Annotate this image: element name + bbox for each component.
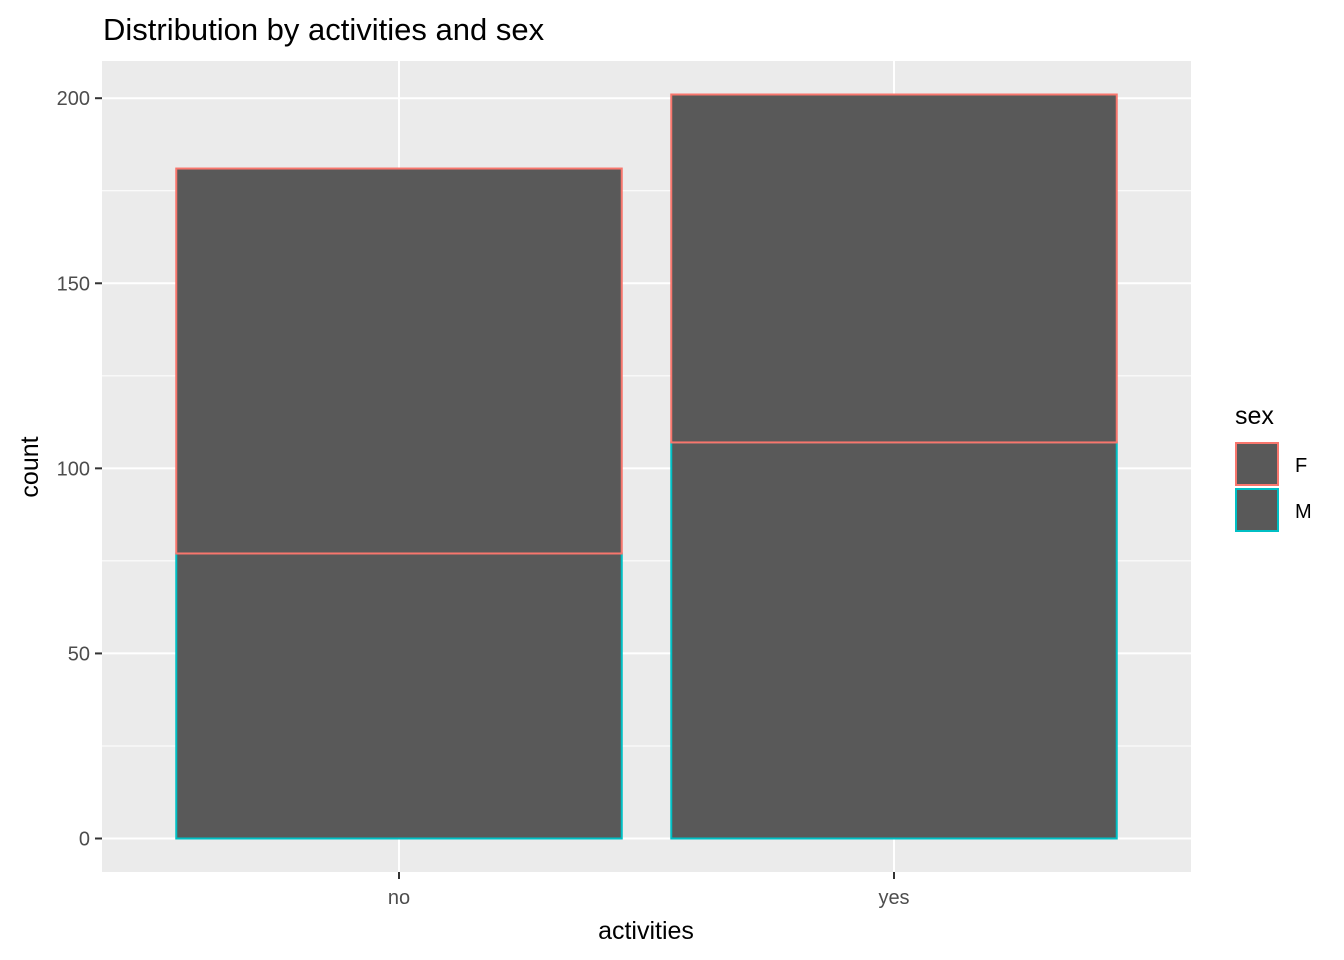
y-tick-label: 100: [57, 458, 90, 480]
chart-title: Distribution by activities and sex: [103, 12, 545, 47]
legend: sex F M: [1235, 402, 1312, 532]
legend-key-F: [1235, 442, 1279, 486]
bars: [175, 93, 1118, 840]
legend-label-F: F: [1295, 455, 1307, 477]
bar-yes-M: [670, 441, 1118, 840]
x-tick-label: no: [388, 887, 410, 909]
y-tick-label: 0: [79, 829, 90, 851]
x-axis-title: activities: [598, 917, 694, 945]
legend-title: sex: [1235, 402, 1274, 430]
y-tick-label: 200: [57, 88, 90, 110]
y-axis: 0 50 100 150 200: [57, 88, 102, 851]
bar-yes-F: [670, 93, 1118, 444]
y-tick-label: 150: [57, 273, 90, 295]
bar-no-F: [175, 167, 623, 555]
x-tick-label: yes: [878, 887, 909, 909]
legend-key-M: [1235, 488, 1279, 532]
y-axis-title: count: [16, 436, 44, 497]
legend-label-M: M: [1295, 501, 1312, 523]
x-axis: no yes: [388, 872, 910, 909]
y-tick-label: 50: [68, 643, 90, 665]
bar-no-M: [175, 552, 623, 840]
